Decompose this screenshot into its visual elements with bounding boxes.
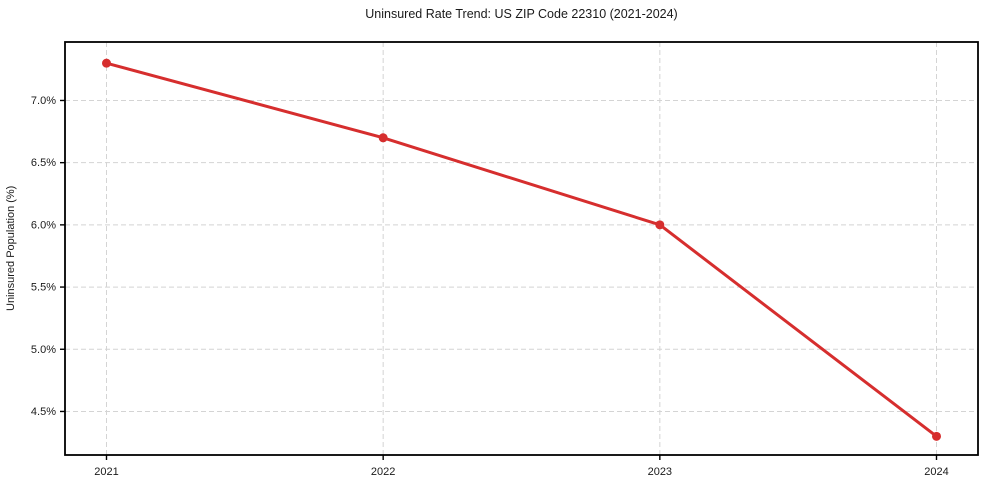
chart-title: Uninsured Rate Trend: US ZIP Code 22310 … [365,7,678,21]
data-point-marker [378,133,388,143]
y-tick-label: 6.5% [31,157,56,169]
x-tick-label: 2024 [924,466,948,478]
y-tick-label: 4.5% [31,406,56,418]
x-tick-label: 2022 [371,466,395,478]
data-point-marker [932,431,941,441]
x-tick-label: 2023 [648,466,672,478]
data-point-marker [102,58,111,68]
y-tick-label: 5.5% [31,282,56,294]
y-tick-label: 7.0% [31,95,56,107]
y-tick-label: 5.0% [31,344,56,356]
plot-frame [64,41,979,456]
y-tick-label: 6.0% [31,219,56,231]
x-tick-label: 2021 [94,466,118,478]
data-point-marker [655,220,665,230]
trend-line [105,61,938,438]
